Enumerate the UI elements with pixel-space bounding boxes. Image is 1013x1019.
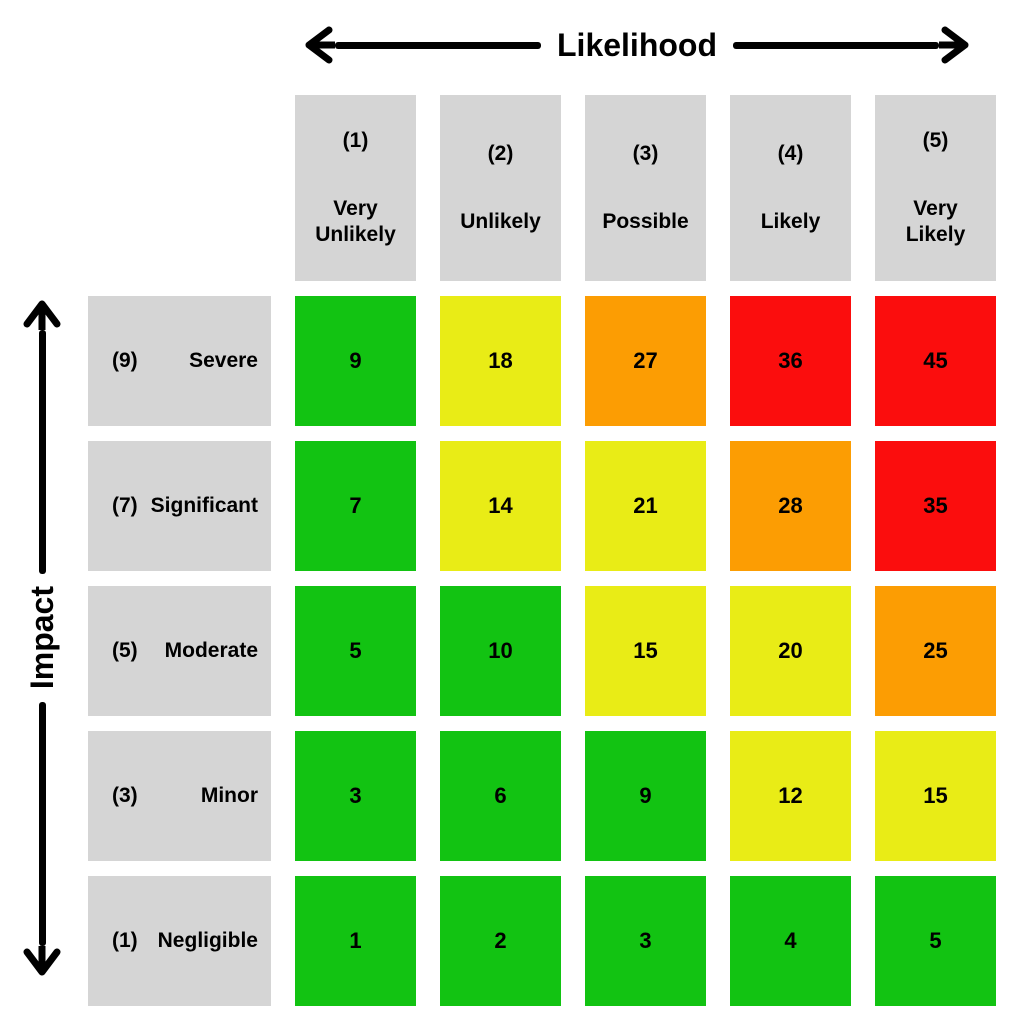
risk-score: 2 bbox=[494, 928, 507, 953]
risk-score: 25 bbox=[923, 638, 948, 663]
impact-label: Significant bbox=[150, 494, 258, 517]
risk-score: 9 bbox=[639, 783, 652, 808]
impact-rank: (5) bbox=[112, 639, 138, 662]
risk-score: 27 bbox=[633, 348, 658, 373]
likelihood-axis: Likelihood bbox=[303, 24, 971, 66]
risk-cell-4-2-green: 6 bbox=[440, 731, 561, 861]
likelihood-header-very-unlikely: (1) Very Unlikely bbox=[295, 95, 416, 281]
risk-cell-5-1-green: 1 bbox=[295, 876, 416, 1006]
likelihood-label: Unlikely bbox=[460, 210, 541, 233]
risk-cell-3-3-yellow: 15 bbox=[585, 586, 706, 716]
risk-score: 12 bbox=[778, 783, 803, 808]
likelihood-header-likely: (4) Likely bbox=[730, 95, 851, 281]
impact-axis: Impact bbox=[18, 298, 66, 978]
likelihood-rank: (5) bbox=[922, 128, 949, 152]
risk-cell-1-3-orange: 27 bbox=[585, 296, 706, 426]
risk-cell-2-4-orange: 28 bbox=[730, 441, 851, 571]
risk-cell-4-5-yellow: 15 bbox=[875, 731, 996, 861]
impact-label: Severe bbox=[189, 349, 258, 372]
likelihood-rank: (4) bbox=[777, 141, 804, 165]
risk-cell-1-5-red: 45 bbox=[875, 296, 996, 426]
risk-score: 3 bbox=[639, 928, 652, 953]
risk-cell-1-2-yellow: 18 bbox=[440, 296, 561, 426]
risk-score: 15 bbox=[923, 783, 948, 808]
arrow-right-icon bbox=[939, 26, 969, 64]
impact-label: Moderate bbox=[164, 639, 258, 662]
likelihood-rank: (3) bbox=[632, 141, 659, 165]
likelihood-label: Very Unlikely bbox=[315, 196, 396, 247]
risk-cell-5-5-green: 5 bbox=[875, 876, 996, 1006]
risk-score: 14 bbox=[488, 493, 513, 518]
risk-score: 45 bbox=[923, 348, 948, 373]
impact-rank: (3) bbox=[112, 784, 138, 807]
impact-label: Minor bbox=[200, 784, 258, 807]
likelihood-label: Very Likely bbox=[905, 196, 966, 247]
risk-score: 5 bbox=[929, 928, 942, 953]
impact-header-minor: (3) Minor bbox=[88, 731, 271, 861]
risk-score: 3 bbox=[349, 783, 362, 808]
risk-cell-4-4-yellow: 12 bbox=[730, 731, 851, 861]
risk-cell-4-3-green: 9 bbox=[585, 731, 706, 861]
arrow-left-icon bbox=[305, 26, 335, 64]
risk-cell-5-3-green: 3 bbox=[585, 876, 706, 1006]
matrix-grid: (1) Very Unlikely (2) Unlikely (3) Possible (4… bbox=[88, 95, 996, 1006]
risk-score: 28 bbox=[778, 493, 803, 518]
likelihood-rank: (2) bbox=[487, 141, 514, 165]
likelihood-axis-line bbox=[733, 41, 939, 49]
risk-score: 15 bbox=[633, 638, 658, 663]
likelihood-header-very-likely: (5) Very Likely bbox=[875, 95, 996, 281]
likelihood-rank: (1) bbox=[342, 128, 369, 152]
impact-header-moderate: (5) Moderate bbox=[88, 586, 271, 716]
likelihood-axis-label: Likelihood bbox=[557, 26, 717, 63]
risk-cell-3-2-green: 10 bbox=[440, 586, 561, 716]
risk-score: 18 bbox=[488, 348, 513, 373]
arrow-up-icon bbox=[23, 300, 61, 330]
impact-axis-line bbox=[38, 701, 46, 947]
impact-header-severe: (9) Severe bbox=[88, 296, 271, 426]
grid-corner-spacer bbox=[88, 95, 271, 281]
risk-cell-5-2-green: 2 bbox=[440, 876, 561, 1006]
impact-rank: (9) bbox=[112, 349, 138, 372]
likelihood-axis-line bbox=[335, 41, 541, 49]
risk-cell-2-1-green: 7 bbox=[295, 441, 416, 571]
risk-score: 7 bbox=[349, 493, 362, 518]
risk-score: 21 bbox=[633, 493, 658, 518]
likelihood-label: Likely bbox=[760, 210, 821, 233]
risk-cell-3-4-yellow: 20 bbox=[730, 586, 851, 716]
risk-cell-2-2-yellow: 14 bbox=[440, 441, 561, 571]
risk-cell-3-1-green: 5 bbox=[295, 586, 416, 716]
risk-score: 4 bbox=[784, 928, 797, 953]
risk-cell-5-4-green: 4 bbox=[730, 876, 851, 1006]
impact-label: Negligible bbox=[157, 929, 258, 952]
risk-cell-2-3-yellow: 21 bbox=[585, 441, 706, 571]
risk-score: 1 bbox=[349, 928, 362, 953]
impact-axis-label: Impact bbox=[23, 586, 60, 690]
risk-score: 6 bbox=[494, 783, 507, 808]
risk-cell-1-4-red: 36 bbox=[730, 296, 851, 426]
risk-cell-1-1-green: 9 bbox=[295, 296, 416, 426]
risk-score: 5 bbox=[349, 638, 362, 663]
risk-score: 20 bbox=[778, 638, 803, 663]
risk-score: 36 bbox=[778, 348, 803, 373]
impact-axis-line bbox=[38, 330, 46, 575]
risk-cell-3-5-orange: 25 bbox=[875, 586, 996, 716]
risk-score: 9 bbox=[349, 348, 362, 373]
likelihood-label: Possible bbox=[602, 210, 689, 233]
risk-score: 10 bbox=[488, 638, 513, 663]
arrow-down-icon bbox=[23, 946, 61, 976]
risk-score: 35 bbox=[923, 493, 948, 518]
risk-cell-4-1-green: 3 bbox=[295, 731, 416, 861]
impact-header-negligible: (1) Negligible bbox=[88, 876, 271, 1006]
likelihood-header-possible: (3) Possible bbox=[585, 95, 706, 281]
impact-rank: (7) bbox=[112, 494, 138, 517]
likelihood-header-unlikely: (2) Unlikely bbox=[440, 95, 561, 281]
impact-rank: (1) bbox=[112, 929, 138, 952]
risk-cell-2-5-red: 35 bbox=[875, 441, 996, 571]
impact-header-significant: (7) Significant bbox=[88, 441, 271, 571]
